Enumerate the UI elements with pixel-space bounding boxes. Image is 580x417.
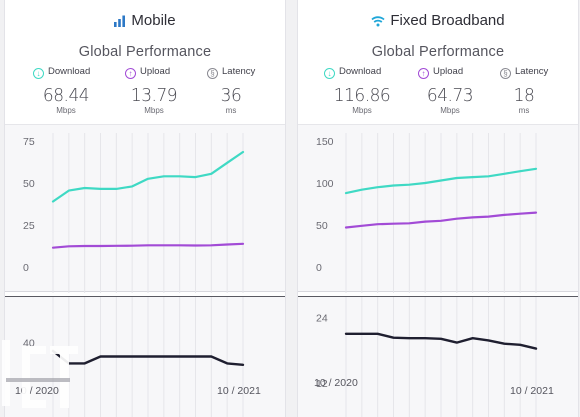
panel-title: Mobile: [131, 12, 176, 29]
y-tick-label: 25: [23, 220, 35, 232]
latency-series-line[interactable]: [51, 349, 245, 367]
x-end-label: 10 / 2021: [217, 385, 261, 397]
legend-latency[interactable]: § Latency: [500, 66, 548, 79]
download-stat: 116.86 Mbps: [332, 85, 392, 116]
y-tick-label: 100: [316, 178, 334, 190]
download-series-line[interactable]: [51, 150, 245, 203]
latency-unit: ms: [518, 106, 530, 115]
latency-icon: §: [207, 68, 218, 79]
y-tick-label: 75: [23, 136, 35, 148]
upload-series-line[interactable]: [344, 211, 538, 229]
y-tick-label: 40: [23, 338, 35, 350]
latency-icon: §: [500, 68, 511, 79]
upload-stat: 13.79 Mbps: [129, 85, 179, 116]
latency-unit: ms: [225, 106, 237, 115]
y-tick-label: 24: [316, 312, 328, 324]
upload-arrow-icon: ↑: [418, 68, 429, 79]
latency-series-line[interactable]: [344, 332, 538, 350]
wifi-icon: [371, 14, 385, 31]
legend-download[interactable]: ↓ Download: [33, 66, 90, 79]
x-start-label: 10 / 2020: [314, 377, 358, 389]
upload-stat: 64.73 Mbps: [424, 85, 476, 116]
y-tick-label: 50: [316, 220, 328, 232]
download-unit: Mbps: [56, 106, 76, 115]
panel-header: Mobile: [5, 12, 285, 31]
download-value: 116.86: [333, 85, 391, 107]
mobile-panel: Mobile Global Performance ↓ Download ↑ Upl…: [4, 0, 286, 417]
legend: ↓ Download ↑ Upload § Latency: [5, 66, 285, 80]
legend-download[interactable]: ↓ Download: [324, 66, 381, 79]
y-tick-label: 150: [316, 136, 334, 148]
latency-chart[interactable]: 40 10 / 2020 10 / 2021: [5, 296, 285, 417]
speed-chart[interactable]: 0 50 100 150: [298, 124, 578, 293]
download-arrow-icon: ↓: [324, 68, 335, 79]
upload-unit: Mbps: [144, 106, 164, 115]
legend-upload[interactable]: ↑ Upload: [125, 66, 170, 79]
legend-upload[interactable]: ↑ Upload: [418, 66, 463, 79]
y-tick-label: 0: [316, 262, 322, 274]
download-stat: 68.44 Mbps: [41, 85, 91, 116]
fixed-broadband-panel: Fixed Broadband Global Performance ↓ Down…: [297, 0, 579, 417]
latency-value: 18: [513, 85, 535, 107]
download-value: 68.44: [42, 85, 90, 107]
latency-value: 36: [220, 85, 242, 107]
latency-stat: 36 ms: [211, 85, 251, 116]
panel-subtitle: Global Performance: [78, 44, 212, 60]
upload-series-line[interactable]: [51, 242, 245, 249]
download-unit: Mbps: [352, 106, 372, 115]
signal-bars-icon: [114, 14, 126, 31]
speed-chart[interactable]: 0 25 50 75: [5, 124, 285, 293]
panel-title: Fixed Broadband: [390, 12, 505, 29]
y-tick-label: 0: [23, 262, 29, 274]
upload-value: 64.73: [426, 85, 474, 107]
download-arrow-icon: ↓: [33, 68, 44, 79]
y-tick-label: 12: [316, 378, 328, 390]
watermark-logo: [0, 338, 80, 417]
download-series-line[interactable]: [344, 167, 538, 195]
x-end-label: 10 / 2021: [510, 385, 554, 397]
latency-chart[interactable]: 12 24 10 / 2020 10 / 2021: [298, 296, 578, 417]
y-tick-label: 50: [23, 178, 35, 190]
upload-unit: Mbps: [440, 106, 460, 115]
panel-header: Fixed Broadband: [298, 12, 578, 31]
legend-latency[interactable]: § Latency: [207, 66, 255, 79]
latency-stat: 18 ms: [504, 85, 544, 116]
legend: ↓ Download ↑ Upload § Latency: [298, 66, 578, 80]
upload-arrow-icon: ↑: [125, 68, 136, 79]
upload-value: 13.79: [130, 85, 178, 107]
panel-subtitle: Global Performance: [371, 44, 505, 60]
